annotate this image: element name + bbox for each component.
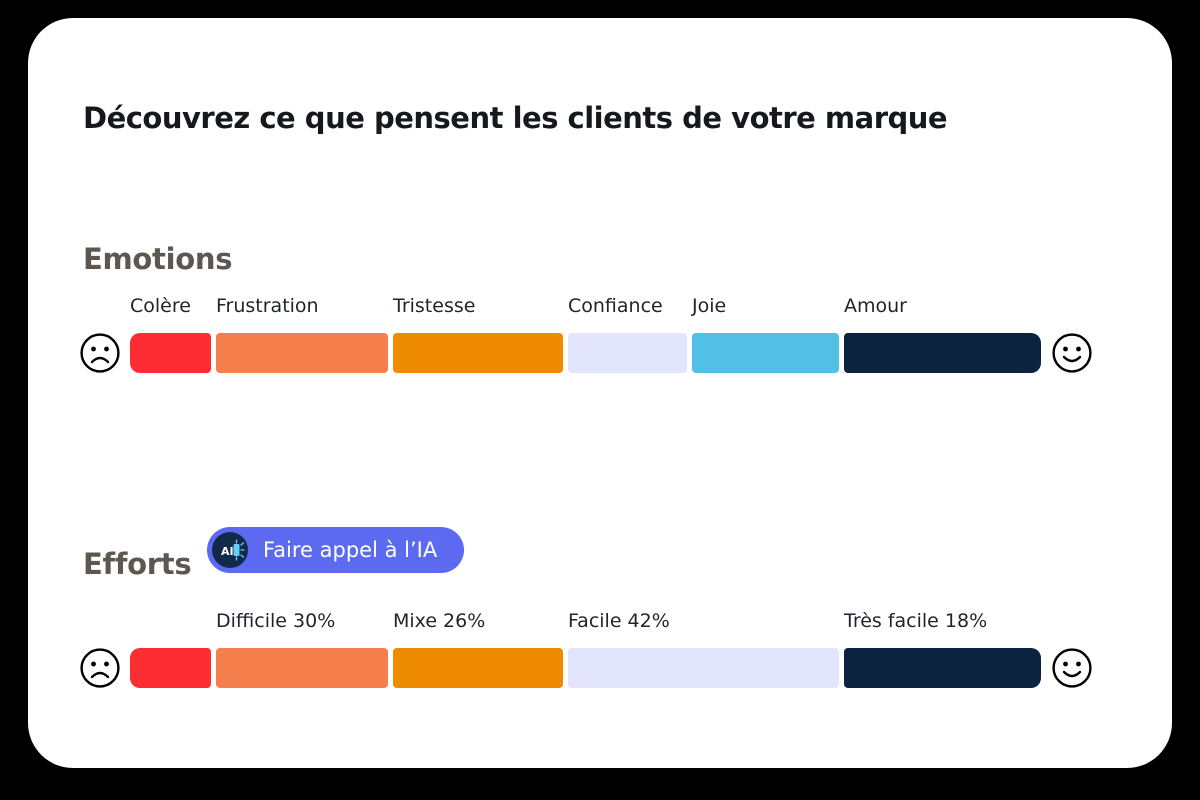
emotions-segment-amour bbox=[843, 333, 1042, 373]
emotions-segment-frustration bbox=[216, 333, 388, 373]
sad-face-icon bbox=[80, 333, 120, 373]
emotions-segment-tristesse bbox=[392, 333, 563, 373]
emotions-segment-colère bbox=[130, 333, 212, 373]
efforts-segment-facile-42 bbox=[567, 648, 839, 688]
emotions-segment-label: Colère bbox=[130, 295, 191, 317]
emotions-segment-label: Frustration bbox=[216, 295, 319, 317]
emotions-segment-label: Confiance bbox=[568, 295, 663, 317]
emotions-segment-joie bbox=[692, 333, 839, 373]
happy-face-icon bbox=[1052, 333, 1092, 373]
emotions-segment-labels: Colère Frustration Tristesse Confiance Joie A… bbox=[130, 295, 1041, 319]
efforts-segment-difficile-30 bbox=[216, 648, 388, 688]
emotions-bar bbox=[130, 333, 1042, 373]
ai-call-button[interactable]: AI Faire appel à l’IA bbox=[207, 527, 465, 573]
efforts-heading: Efforts bbox=[83, 547, 192, 582]
svg-text:AI: AI bbox=[221, 545, 234, 558]
efforts-bar bbox=[130, 648, 1041, 688]
efforts-segment-labels: Difficile 30% Mixe 26% Facile 42% Très faci… bbox=[130, 610, 1041, 634]
efforts-segment-label: Mixe 26% bbox=[393, 610, 486, 632]
efforts-segment-label: Très facile 18% bbox=[844, 610, 988, 632]
page-title: Découvrez ce que pensent les clients de … bbox=[83, 101, 948, 136]
efforts-segment-très-facile-18 bbox=[843, 648, 1041, 688]
emotions-segment-label: Tristesse bbox=[393, 295, 476, 317]
emotions-heading: Emotions bbox=[83, 242, 233, 277]
happy-face-icon bbox=[1052, 648, 1092, 688]
emotions-segment-label: Joie bbox=[692, 295, 727, 317]
ai-call-button-label: Faire appel à l’IA bbox=[263, 538, 438, 562]
emotions-segment-confiance bbox=[567, 333, 688, 373]
sad-face-icon bbox=[80, 648, 120, 688]
efforts-segment-label: Facile 42% bbox=[568, 610, 670, 632]
content-card: Découvrez ce que pensent les clients de … bbox=[28, 18, 1172, 768]
efforts-segment-label: Difficile 30% bbox=[216, 610, 336, 632]
emotions-segment-label: Amour bbox=[844, 295, 907, 317]
efforts-segment-0 bbox=[130, 648, 212, 688]
efforts-segment-mixe-26 bbox=[392, 648, 563, 688]
ai-badge-icon: AI bbox=[212, 532, 248, 568]
